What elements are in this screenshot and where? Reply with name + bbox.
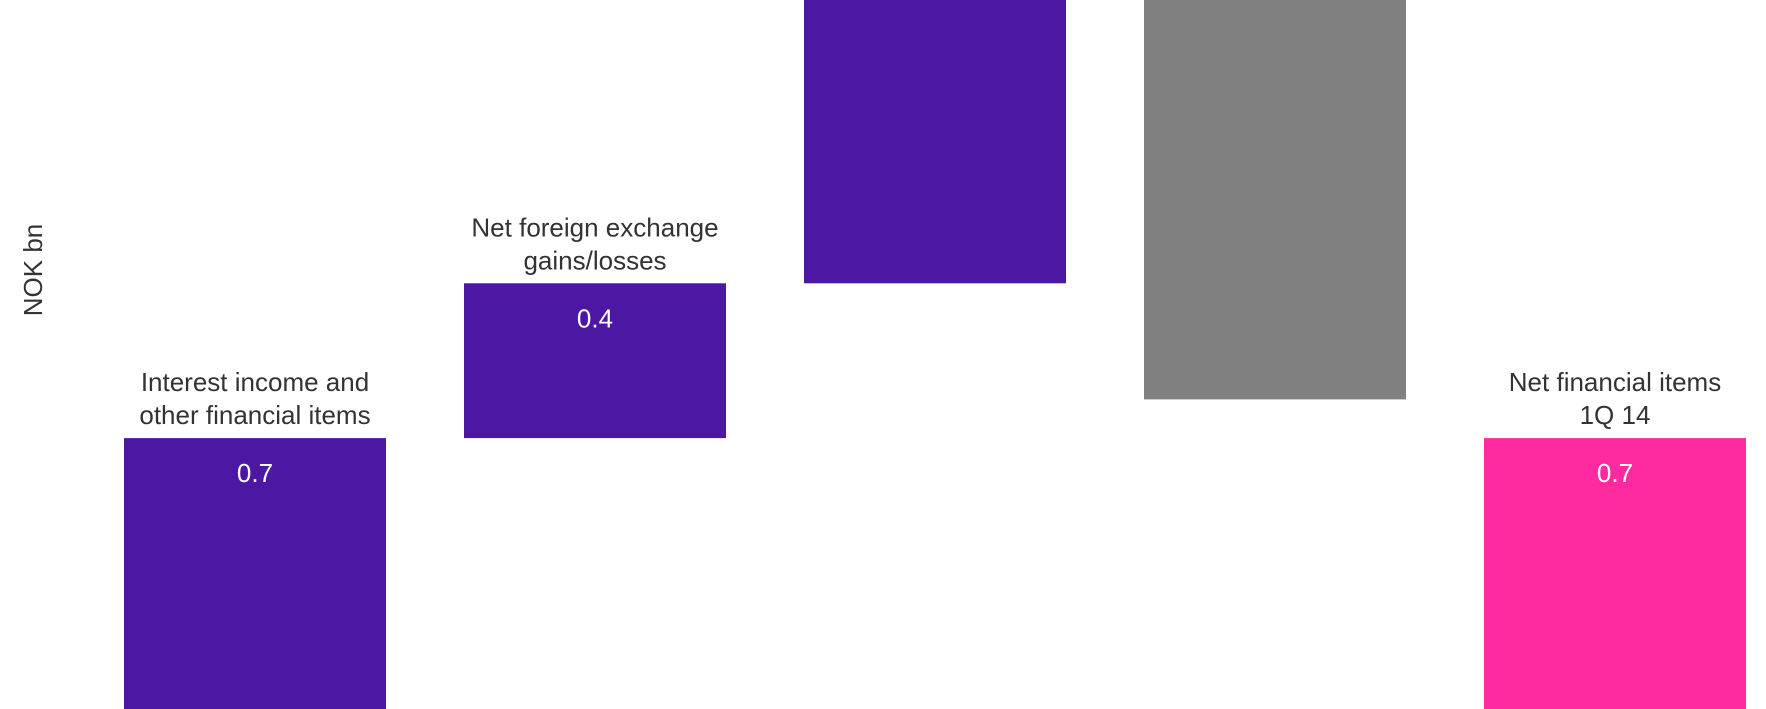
category-label-line: Interest income and [141, 367, 369, 397]
category-label-2: Net foreign exchange gains/losses [471, 212, 718, 275]
category-label-line: Net foreign exchange [471, 212, 718, 242]
bar-5 [1484, 438, 1746, 709]
category-label-1: Interest income and other financial items [139, 367, 370, 430]
bar-4 [1144, 0, 1406, 400]
bar-3 [804, 0, 1066, 284]
y-axis-label: NOK bn [18, 224, 48, 317]
category-label-5: Net financial items 1Q 14 [1509, 367, 1721, 430]
bar-value-label-1: 0.7 [237, 458, 273, 488]
bar-1 [124, 438, 386, 709]
category-label-line: gains/losses [523, 245, 666, 275]
bar-value-label-5: 0.7 [1597, 458, 1633, 488]
category-label-line: Net financial items [1509, 367, 1721, 397]
category-label-line: 1Q 14 [1580, 400, 1651, 430]
category-label-line: other financial items [139, 400, 370, 430]
bars-group: 0.7 Interest income and other financial it… [124, 0, 1746, 709]
bar-2 [464, 283, 726, 439]
bar-value-label-2: 0.4 [577, 303, 613, 333]
